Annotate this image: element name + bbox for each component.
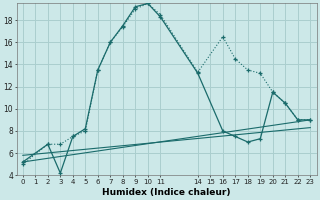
X-axis label: Humidex (Indice chaleur): Humidex (Indice chaleur): [102, 188, 231, 197]
